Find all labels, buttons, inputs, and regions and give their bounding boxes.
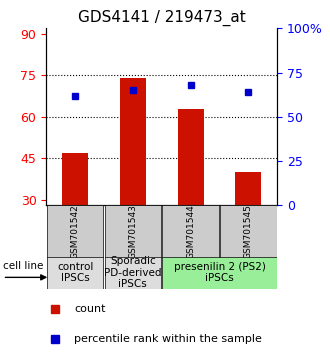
FancyBboxPatch shape bbox=[47, 257, 103, 289]
Text: count: count bbox=[74, 304, 106, 314]
Text: GSM701544: GSM701544 bbox=[186, 205, 195, 259]
Bar bbox=[120, 78, 146, 205]
Text: control
IPSCs: control IPSCs bbox=[57, 262, 93, 284]
Text: percentile rank within the sample: percentile rank within the sample bbox=[74, 334, 262, 344]
FancyBboxPatch shape bbox=[105, 257, 161, 289]
FancyBboxPatch shape bbox=[162, 205, 219, 258]
Bar bbox=[178, 109, 204, 205]
Text: Sporadic
PD-derived
iPSCs: Sporadic PD-derived iPSCs bbox=[104, 256, 162, 289]
Bar bbox=[235, 172, 261, 205]
Title: GDS4141 / 219473_at: GDS4141 / 219473_at bbox=[78, 9, 246, 25]
Text: presenilin 2 (PS2)
iPSCs: presenilin 2 (PS2) iPSCs bbox=[174, 262, 265, 284]
Bar bbox=[62, 153, 88, 205]
FancyBboxPatch shape bbox=[105, 205, 161, 258]
FancyBboxPatch shape bbox=[47, 205, 103, 258]
FancyBboxPatch shape bbox=[162, 257, 277, 289]
FancyBboxPatch shape bbox=[220, 205, 277, 258]
Text: GSM701542: GSM701542 bbox=[71, 205, 80, 259]
Text: GSM701543: GSM701543 bbox=[128, 204, 137, 259]
Text: cell line: cell line bbox=[3, 261, 43, 270]
Text: GSM701545: GSM701545 bbox=[244, 204, 253, 259]
